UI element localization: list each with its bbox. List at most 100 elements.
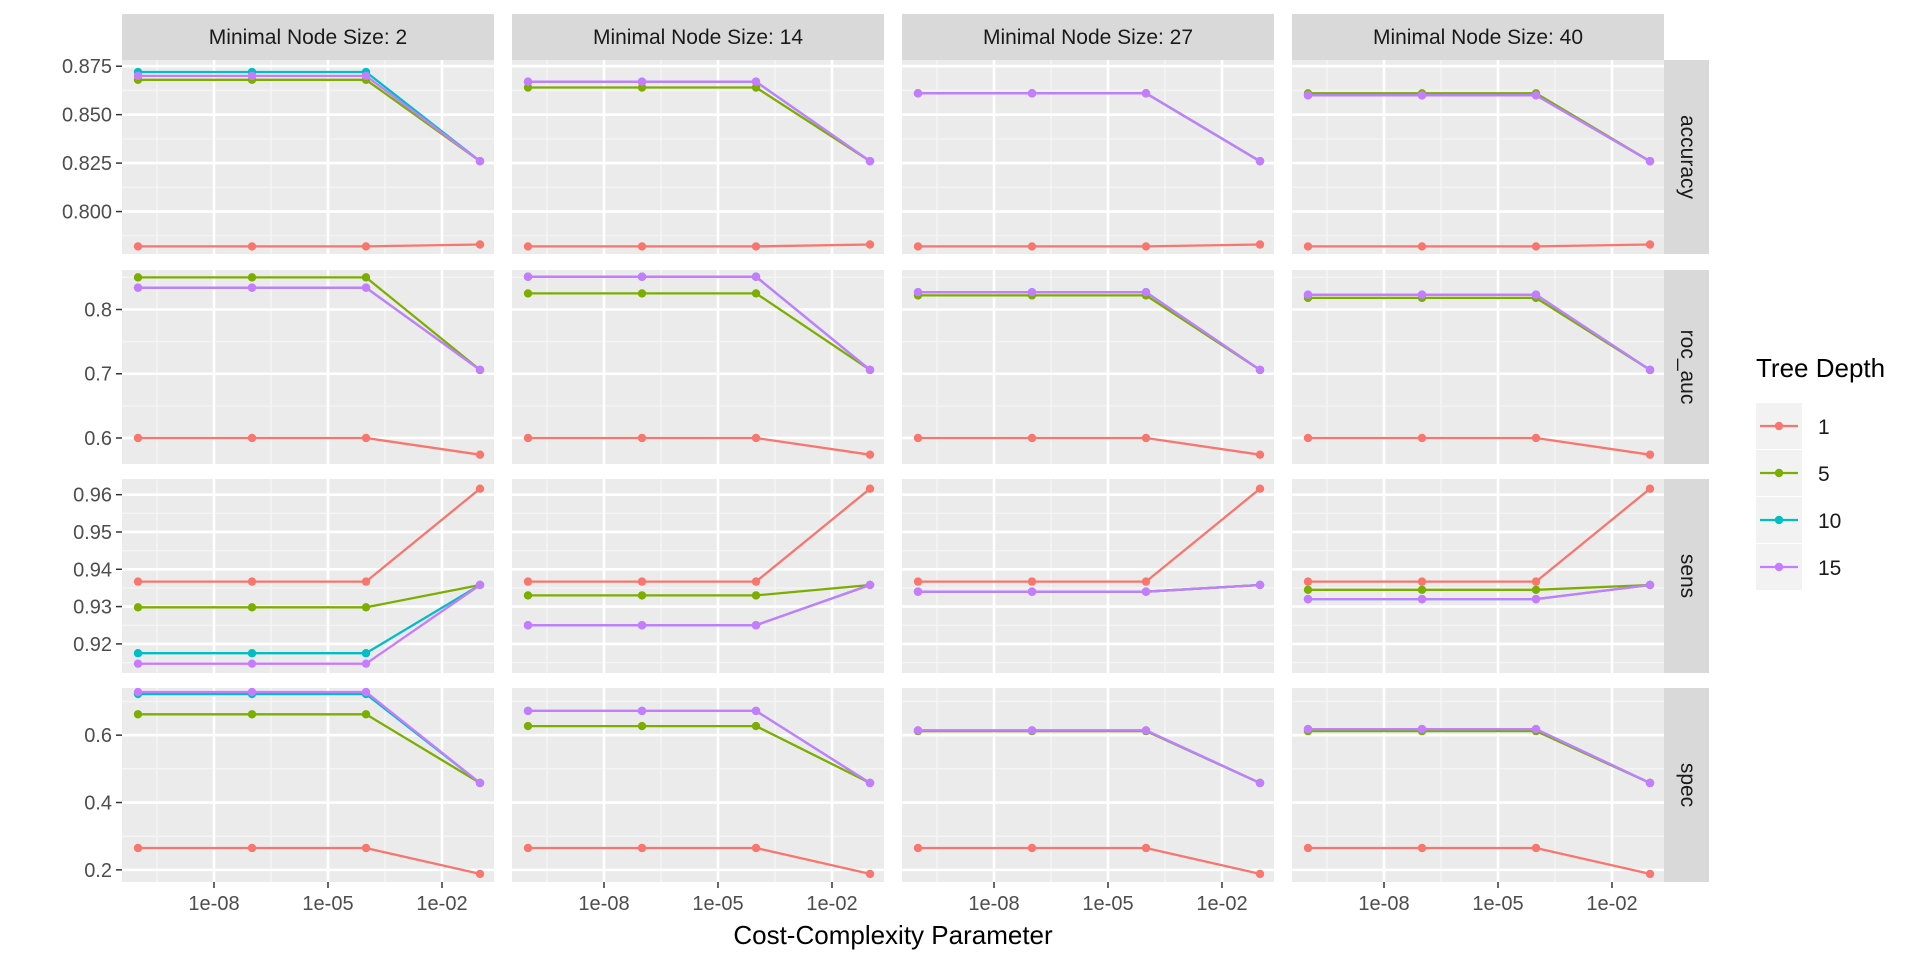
data-point-depth-1	[361, 843, 371, 853]
x-tick-label: 1e-08	[968, 893, 1019, 915]
facet-label-col: Minimal Node Size: 2	[209, 26, 407, 49]
data-point-depth-15	[1255, 580, 1265, 590]
y-tick-label: 0.96	[73, 485, 112, 507]
data-point-depth-15	[637, 272, 647, 281]
series-layer	[133, 67, 485, 251]
y-tick-label: 0.94	[73, 559, 112, 581]
data-point-depth-15	[475, 156, 485, 166]
data-point-depth-1	[1531, 577, 1541, 586]
data-point-depth-1	[133, 242, 143, 251]
data-point-depth-15	[1027, 587, 1037, 596]
panel-background	[122, 270, 494, 464]
data-point-depth-1	[1531, 242, 1541, 251]
y-tick-label: 0.2	[84, 860, 112, 882]
data-point-depth-15	[475, 778, 485, 788]
panel	[122, 60, 494, 254]
series-layer	[523, 484, 875, 630]
series-layer	[1303, 484, 1655, 604]
data-point-depth-5	[247, 603, 257, 612]
panel	[512, 270, 884, 464]
data-point-depth-1	[1303, 242, 1313, 251]
data-point-depth-1	[1255, 869, 1265, 879]
data-point-depth-1	[247, 843, 257, 853]
series-line-depth-15	[1308, 94, 1651, 163]
data-point-depth-15	[1417, 91, 1427, 100]
data-point-depth-5	[637, 83, 647, 92]
data-point-depth-1	[865, 484, 875, 493]
series-line-depth-15	[528, 583, 871, 627]
data-point-depth-1	[913, 433, 923, 443]
x-tick-label: 1e-05	[302, 893, 353, 915]
panel-background	[512, 479, 884, 673]
legend-key-point	[1774, 421, 1784, 431]
data-point-depth-1	[475, 484, 485, 493]
legend-title: Tree Depth	[1756, 353, 1885, 383]
legend-entry-label: 10	[1818, 510, 1841, 533]
panel	[1292, 479, 1664, 673]
data-point-depth-1	[133, 577, 143, 586]
data-point-depth-5	[133, 603, 143, 612]
series-line-depth-15	[918, 92, 1261, 163]
x-tick-label: 1e-05	[1082, 893, 1133, 915]
data-point-depth-1	[751, 843, 761, 853]
x-tick-label: 1e-08	[188, 893, 239, 915]
data-point-depth-1	[1255, 240, 1265, 249]
data-point-depth-1	[1645, 450, 1655, 459]
data-point-depth-5	[133, 273, 143, 282]
x-tick-label: 1e-05	[1472, 893, 1523, 915]
data-point-depth-15	[1303, 290, 1313, 299]
panel	[512, 479, 884, 673]
data-point-depth-1	[1417, 433, 1427, 443]
data-point-depth-5	[361, 273, 371, 282]
data-point-depth-5	[361, 710, 371, 719]
data-point-depth-15	[865, 156, 875, 166]
data-point-depth-1	[247, 577, 257, 586]
panel	[902, 479, 1274, 673]
y-tick-label: 0.800	[62, 202, 112, 224]
data-point-depth-1	[865, 869, 875, 879]
series-line-depth-5	[138, 583, 481, 609]
data-point-depth-15	[637, 706, 647, 716]
data-point-depth-1	[1141, 843, 1151, 853]
facet-strip-right	[1664, 479, 1709, 673]
data-point-depth-15	[865, 365, 875, 375]
data-point-depth-15	[1417, 594, 1427, 604]
data-point-depth-15	[1027, 89, 1037, 98]
data-point-depth-1	[1417, 577, 1427, 586]
legend-entry-label: 15	[1818, 557, 1841, 580]
data-point-depth-5	[637, 591, 647, 600]
data-point-depth-1	[751, 242, 761, 251]
facet-strip-top	[122, 14, 494, 60]
data-point-depth-1	[1027, 433, 1037, 443]
series-line-depth-1	[918, 487, 1261, 583]
y-tick-label: 0.6	[84, 725, 112, 747]
series-layer	[133, 484, 485, 668]
series-line-depth-1	[918, 243, 1261, 248]
series-line-depth-1	[1308, 846, 1651, 876]
data-point-depth-15	[1255, 156, 1265, 166]
y-tick-label: 0.4	[84, 793, 112, 815]
data-point-depth-15	[361, 71, 371, 81]
data-point-depth-1	[523, 843, 533, 853]
panel	[902, 688, 1274, 882]
data-point-depth-1	[361, 577, 371, 586]
series-line-depth-15	[528, 80, 871, 163]
series-layer	[1303, 89, 1655, 251]
series-line-depth-10	[138, 70, 481, 163]
data-point-depth-15	[913, 89, 923, 98]
data-point-depth-1	[1303, 577, 1313, 586]
series-line-depth-15	[138, 74, 481, 163]
series-line-depth-1	[918, 846, 1261, 876]
data-point-depth-15	[1531, 91, 1541, 100]
data-point-depth-15	[913, 726, 923, 735]
y-tick-label: 0.850	[62, 105, 112, 127]
data-point-depth-1	[865, 450, 875, 459]
data-point-depth-15	[475, 365, 485, 375]
series-line-depth-5	[138, 78, 481, 163]
data-point-depth-1	[475, 240, 485, 249]
data-point-depth-1	[913, 242, 923, 251]
series-line-depth-5	[528, 724, 871, 785]
series-layer	[523, 706, 875, 879]
panel-background	[902, 479, 1274, 673]
facet-strip-right	[1664, 270, 1709, 464]
